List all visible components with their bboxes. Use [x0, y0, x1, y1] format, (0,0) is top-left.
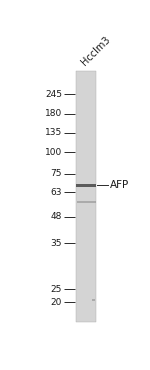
- Text: 20: 20: [51, 298, 62, 307]
- Bar: [76, 71, 96, 322]
- Bar: [92, 299, 95, 301]
- Text: 35: 35: [51, 239, 62, 248]
- Text: 245: 245: [45, 90, 62, 99]
- Text: 180: 180: [45, 109, 62, 118]
- Text: 75: 75: [51, 169, 62, 178]
- Text: 48: 48: [51, 212, 62, 221]
- Text: 63: 63: [51, 188, 62, 197]
- Text: AFP: AFP: [110, 180, 129, 190]
- Text: Hcclm3: Hcclm3: [79, 35, 112, 67]
- Bar: [77, 201, 96, 203]
- Text: 100: 100: [45, 148, 62, 157]
- Text: 135: 135: [45, 128, 62, 137]
- Text: 25: 25: [51, 285, 62, 294]
- Bar: [76, 184, 96, 187]
